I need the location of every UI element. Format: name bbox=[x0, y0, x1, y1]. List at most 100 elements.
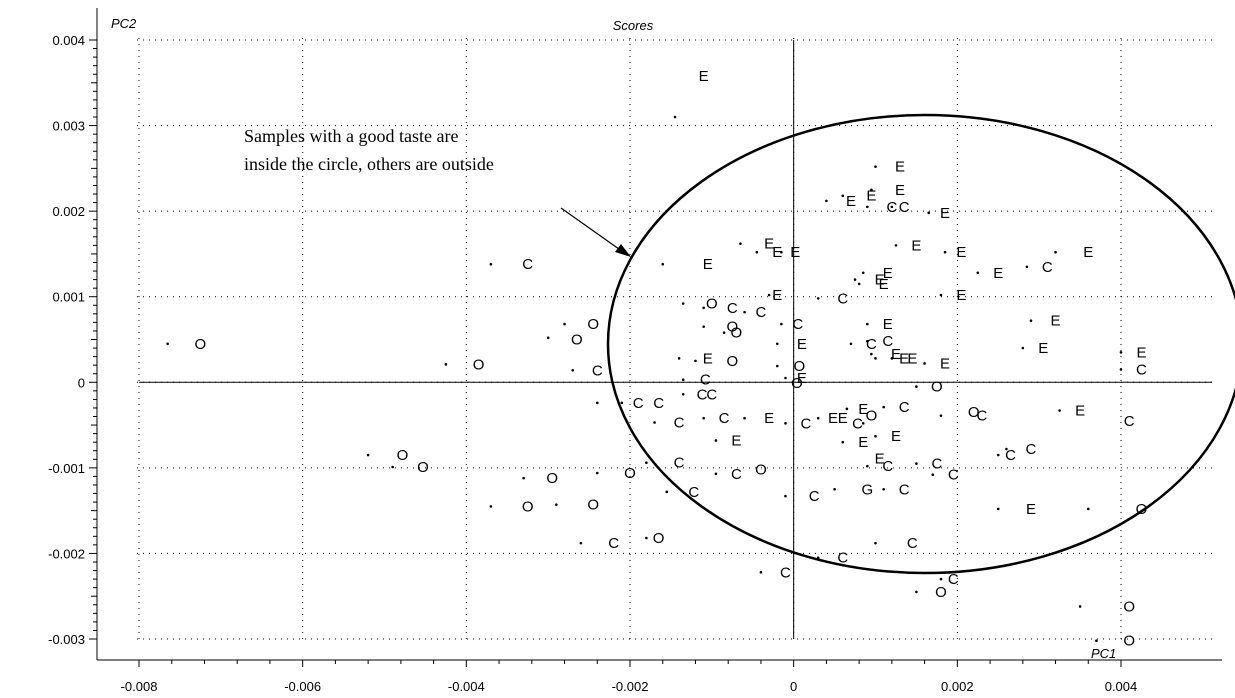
loading-dot bbox=[755, 250, 759, 254]
sample-label: E bbox=[858, 401, 868, 418]
loading-dot bbox=[816, 416, 820, 420]
sample-label: E bbox=[1136, 344, 1146, 361]
sample-label: C bbox=[719, 410, 730, 427]
loading-dot bbox=[861, 422, 865, 425]
loading-dot bbox=[874, 434, 877, 438]
sample-label: E bbox=[956, 287, 966, 304]
sample-label: E bbox=[703, 350, 713, 367]
loading-dot bbox=[825, 199, 828, 203]
sample-label: O bbox=[755, 462, 767, 479]
sample-label: C bbox=[592, 362, 603, 379]
loading-dot bbox=[915, 590, 918, 594]
sample-label: C bbox=[852, 415, 863, 432]
sample-label: C bbox=[837, 550, 848, 567]
loading-dot bbox=[1078, 605, 1082, 608]
sample-label: C bbox=[899, 399, 910, 416]
loading-dot bbox=[943, 250, 947, 254]
loading-dot bbox=[714, 439, 718, 442]
sample-label: E bbox=[899, 350, 909, 367]
loading-dot bbox=[923, 362, 926, 365]
tick-labels: -0.008 -0.006 -0.004 -0.002 0 0.002 0.004 -0.00… bbox=[48, 33, 1137, 694]
loading-dot bbox=[571, 369, 575, 372]
sample-label: E bbox=[790, 244, 800, 261]
sample-label: E bbox=[858, 434, 868, 451]
sample-label: C bbox=[706, 386, 717, 403]
sample-label: E bbox=[875, 272, 885, 289]
loading-dot bbox=[866, 205, 869, 209]
sample-label: C bbox=[674, 455, 685, 472]
loading-dot bbox=[1054, 250, 1057, 254]
loading-dot bbox=[890, 205, 894, 209]
loading-dot bbox=[681, 378, 685, 382]
loading-dot bbox=[166, 342, 169, 346]
sample-label: C bbox=[688, 484, 699, 501]
sample-label: O bbox=[195, 336, 207, 353]
loading-dot bbox=[1025, 265, 1029, 269]
loading-dot bbox=[595, 471, 599, 475]
loading-dot bbox=[939, 293, 943, 297]
loading-dot bbox=[776, 364, 779, 368]
good-taste-circle bbox=[606, 113, 1235, 575]
x-tick-label: 0.004 bbox=[1105, 679, 1138, 694]
sample-label: C bbox=[1124, 413, 1135, 430]
loading-dot bbox=[563, 322, 566, 326]
chart-title: Scores bbox=[613, 18, 654, 33]
sample-label: O bbox=[587, 316, 599, 333]
loading-dot bbox=[939, 577, 943, 581]
sample-label: O bbox=[417, 459, 429, 476]
x-tick-label: -0.006 bbox=[284, 679, 321, 694]
sample-label: E bbox=[1083, 244, 1093, 261]
sample-label: O bbox=[726, 353, 738, 370]
sample-label: C bbox=[700, 372, 711, 389]
loading-dot bbox=[645, 461, 648, 465]
loading-dot bbox=[522, 476, 525, 480]
sample-label: O bbox=[731, 325, 743, 342]
sample-label: E bbox=[895, 159, 905, 176]
sample-label: E bbox=[1026, 501, 1036, 518]
loading-dot bbox=[882, 405, 885, 409]
sample-label: O bbox=[546, 470, 558, 487]
annotation-arrow bbox=[560, 207, 631, 257]
loading-dots bbox=[166, 115, 1123, 643]
sample-label: E bbox=[879, 276, 889, 293]
sample-label: O bbox=[522, 498, 534, 515]
sample-label: O bbox=[1123, 598, 1135, 615]
loading-dot bbox=[915, 462, 918, 465]
sample-label: O bbox=[794, 358, 806, 375]
sample-label: O bbox=[706, 296, 718, 313]
sample-label: O bbox=[1136, 501, 1148, 518]
loading-dot bbox=[759, 570, 763, 574]
loading-dot bbox=[841, 194, 845, 198]
loading-dot bbox=[784, 422, 787, 425]
loading-dot bbox=[1029, 319, 1033, 322]
y-tick-label: 0.002 bbox=[52, 204, 85, 219]
loading-dot bbox=[645, 536, 648, 540]
sample-label: O bbox=[624, 465, 636, 482]
sample-label: C bbox=[522, 256, 533, 273]
sample-label: C bbox=[674, 415, 685, 432]
sample-label: E bbox=[1038, 340, 1048, 357]
sample-label: E bbox=[797, 370, 807, 387]
sample-label: O bbox=[473, 356, 485, 373]
loading-dot bbox=[780, 250, 783, 254]
sample-label: E bbox=[883, 316, 893, 333]
sample-label: O bbox=[571, 332, 583, 349]
sample-label: E bbox=[911, 237, 921, 254]
sample-label: C bbox=[1136, 361, 1147, 378]
loading-dot bbox=[702, 306, 705, 310]
x-tick-label: -0.002 bbox=[612, 679, 649, 694]
loading-dot bbox=[444, 363, 448, 366]
sample-label: O bbox=[931, 379, 943, 396]
loading-dot bbox=[870, 352, 873, 356]
x-tick-label: -0.008 bbox=[121, 679, 158, 694]
loading-dot bbox=[1119, 368, 1123, 371]
loading-dot bbox=[1095, 639, 1098, 643]
sample-label: O bbox=[726, 319, 738, 336]
loading-dot bbox=[874, 541, 877, 545]
sample-label: C bbox=[882, 333, 893, 350]
loading-dot bbox=[391, 465, 394, 469]
sample-label: E bbox=[699, 68, 709, 85]
loading-dot bbox=[776, 342, 779, 346]
sample-label: E bbox=[764, 410, 774, 427]
